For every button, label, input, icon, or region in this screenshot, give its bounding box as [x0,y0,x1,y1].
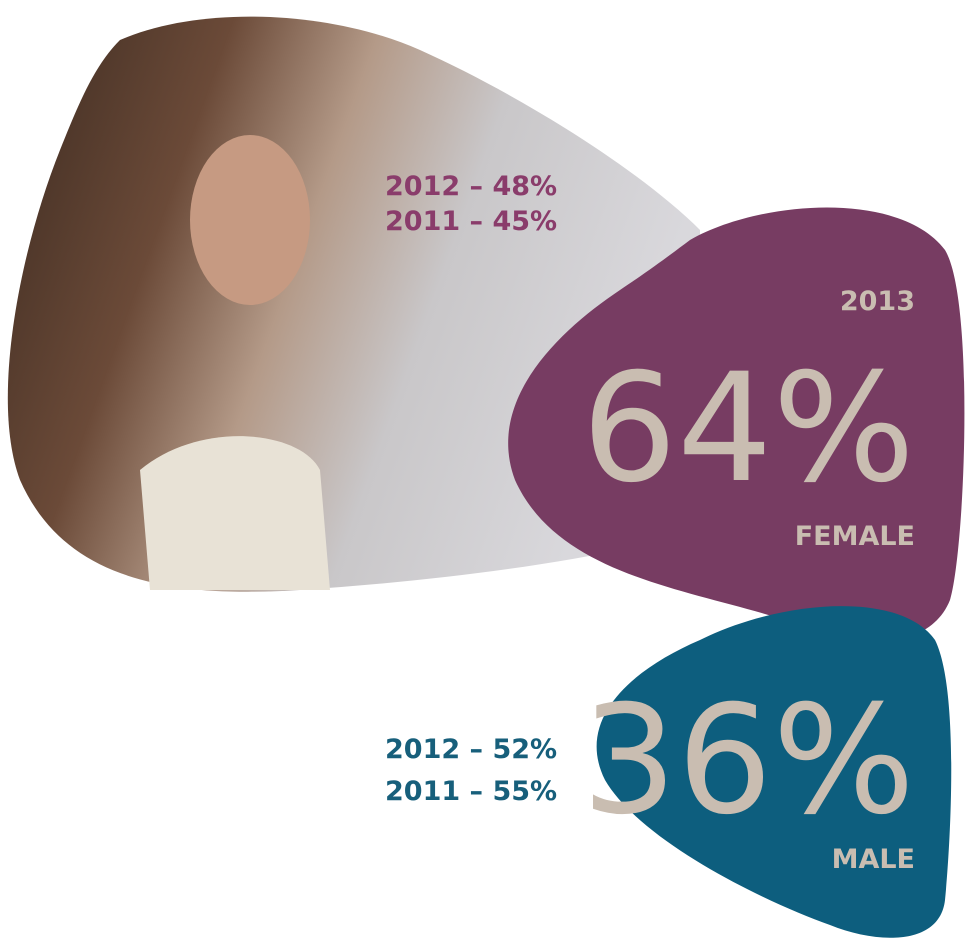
male-label: MALE [832,844,915,875]
male-value: 36% [582,674,915,848]
male-history: 2011 – 55% [385,776,557,807]
female-year: 2013 [840,286,915,317]
female-history: 2012 – 48% [385,171,557,202]
male-history: 2012 – 52% [385,734,557,765]
photo-dress [140,436,330,590]
female-value: 64% [582,342,915,516]
female-history: 2011 – 45% [385,206,557,237]
photo-face [190,135,310,305]
female-label: FEMALE [795,521,915,552]
infographic: 2012 – 48% 2011 – 45% 2013 64% FEMALE 20… [0,0,965,941]
